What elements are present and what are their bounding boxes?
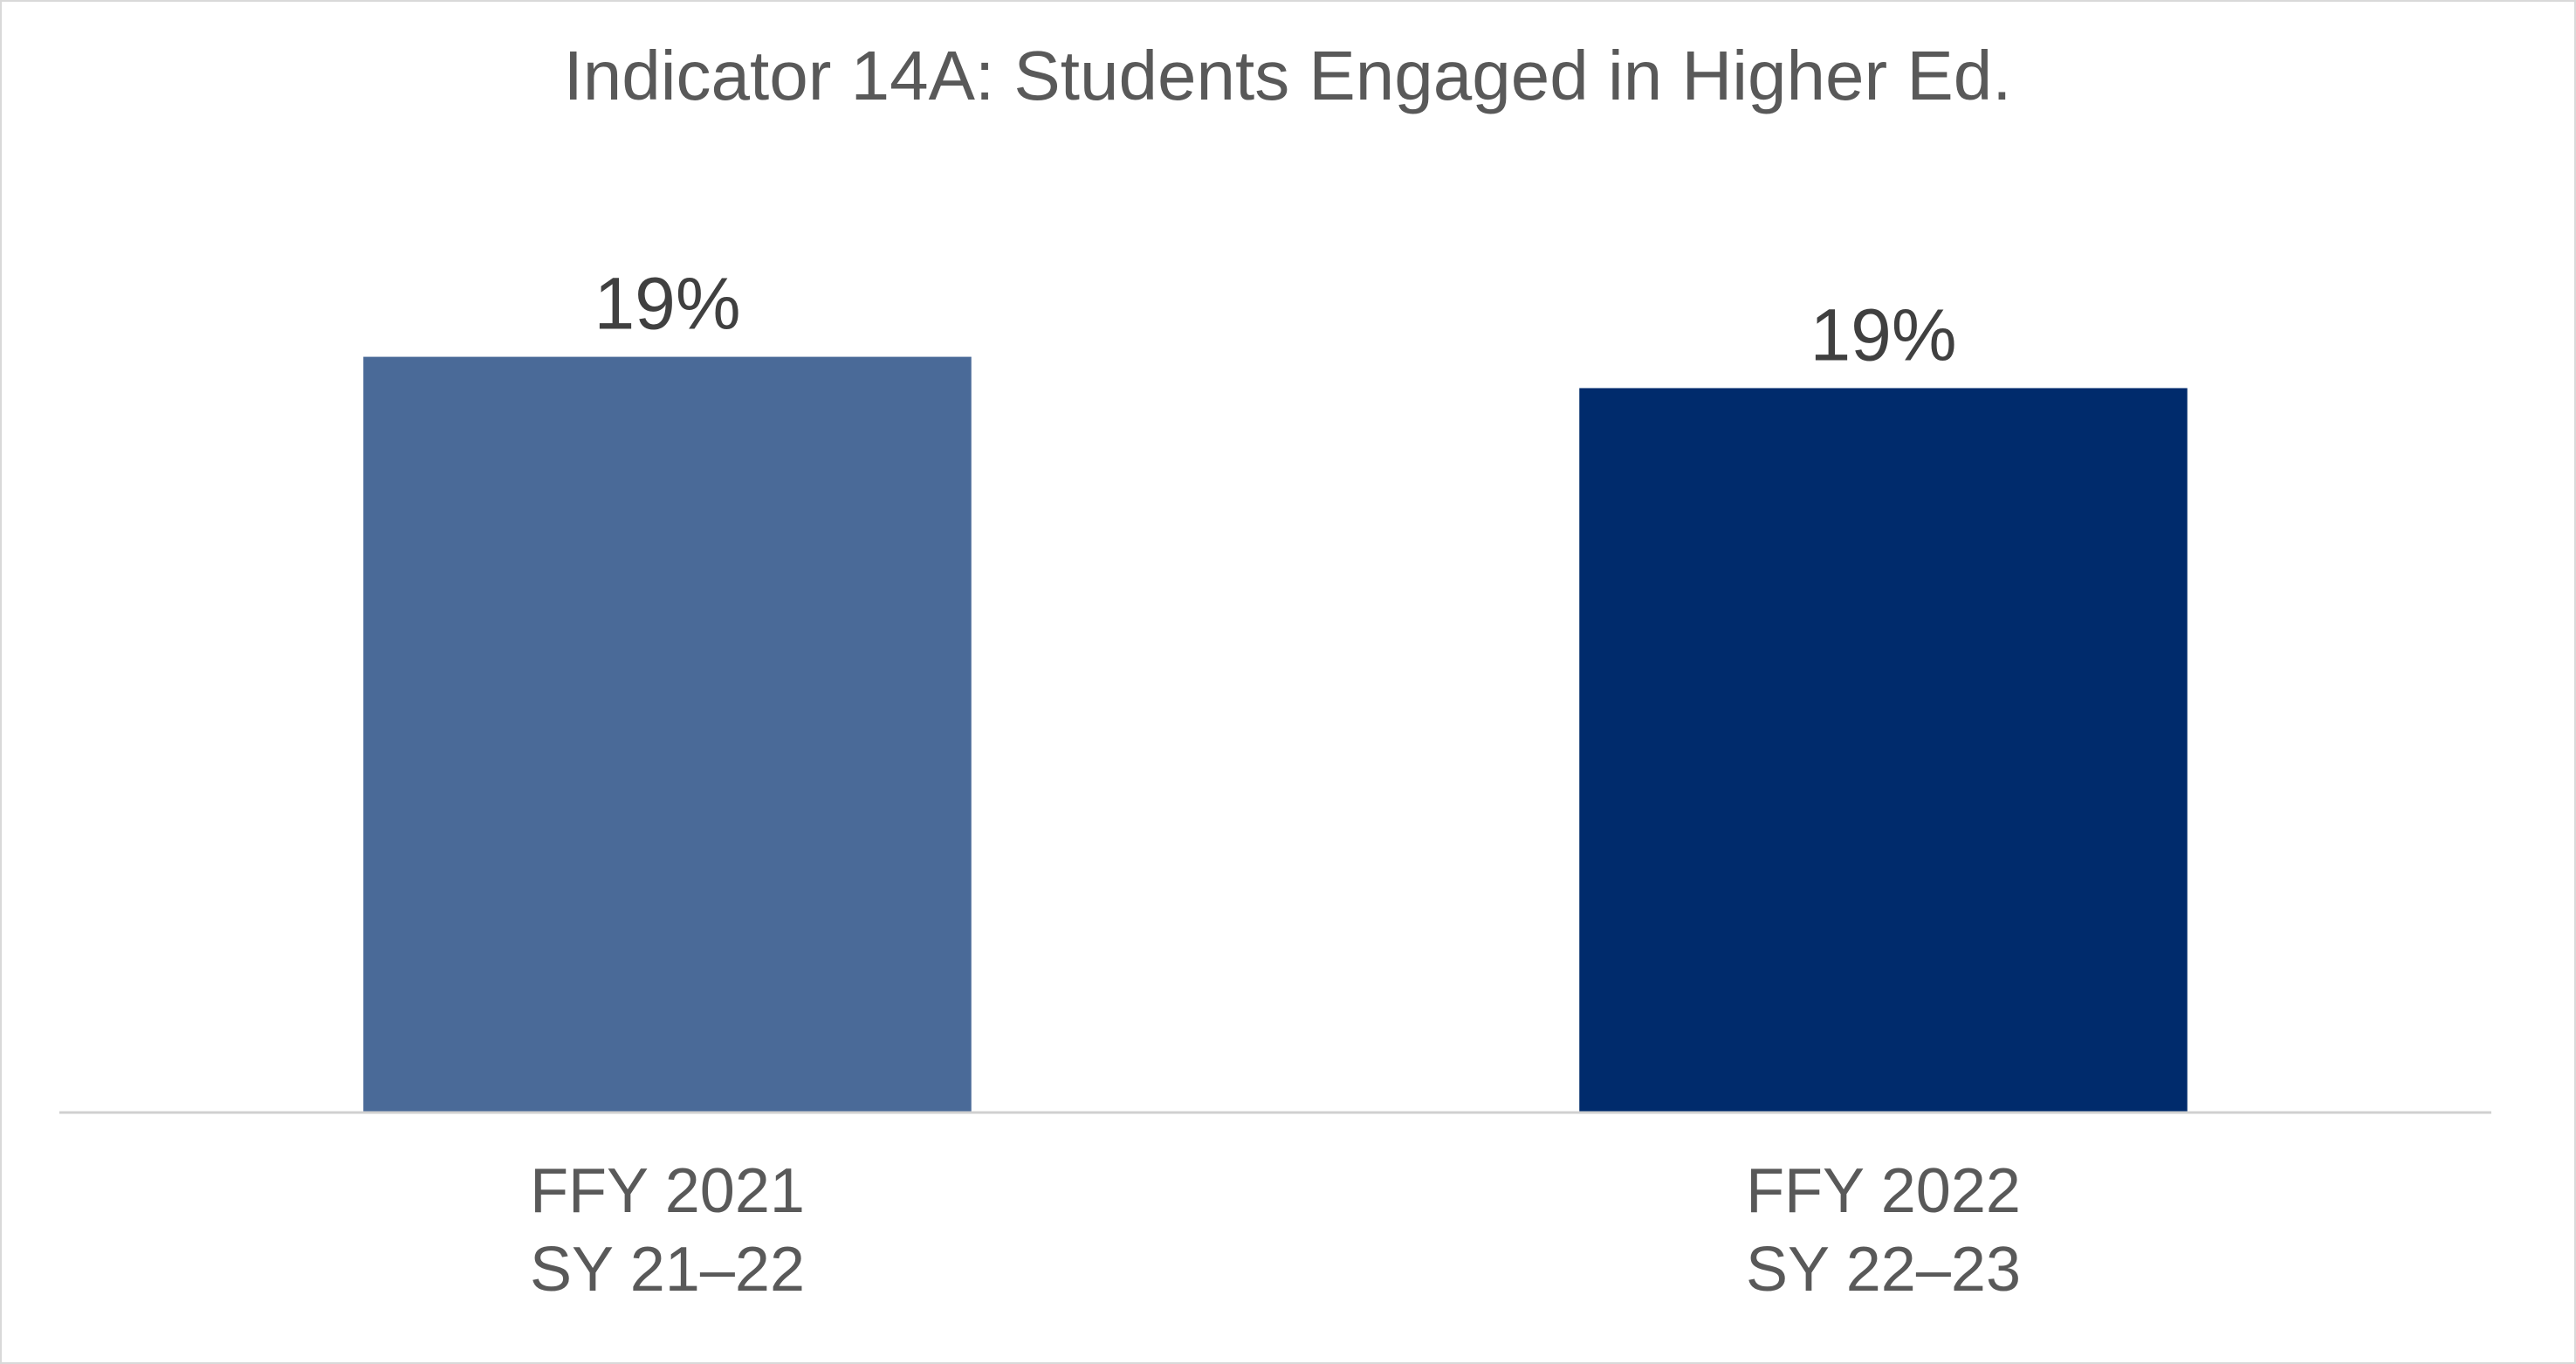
- chart-title: Indicator 14A: Students Engaged in Highe…: [564, 37, 2012, 114]
- x-tick-label-1-line-2: SY 21–22: [530, 1235, 805, 1305]
- x-tick-label-2-line-1: FFY 2022: [1746, 1156, 2021, 1226]
- bar-2: [1579, 388, 2188, 1113]
- bar-1: [363, 356, 972, 1113]
- data-label-1: 19%: [594, 263, 740, 345]
- plot-area: 19% FFY 2021 SY 21–22 19% FFY 2022 SY 22–23: [363, 263, 2188, 1305]
- data-label-2: 19%: [1810, 293, 1956, 375]
- x-tick-label-1-line-1: FFY 2021: [530, 1156, 805, 1226]
- x-tick-label-2-line-2: SY 22–23: [1746, 1235, 2021, 1305]
